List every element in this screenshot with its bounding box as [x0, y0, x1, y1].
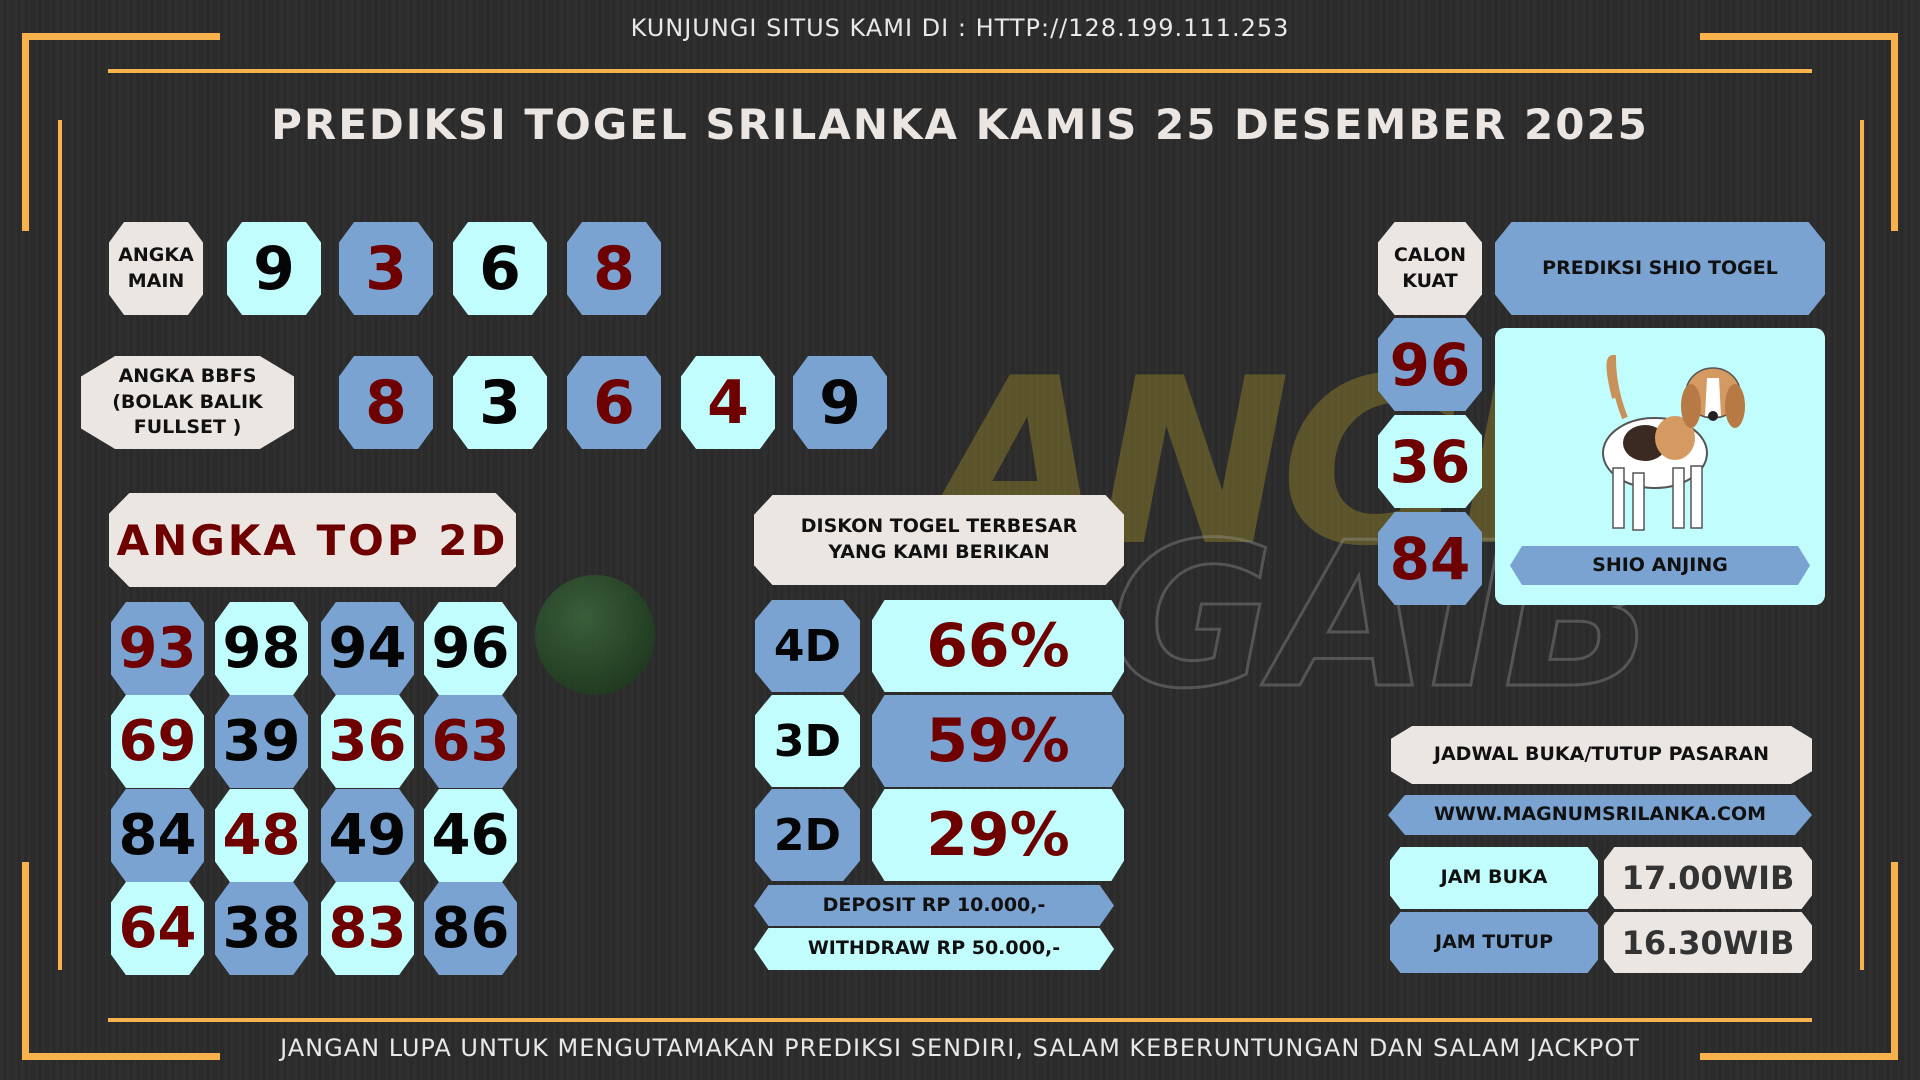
top2d-cell: 98 — [215, 602, 308, 695]
top2d-cell: 48 — [215, 789, 308, 882]
top2d-cell: 38 — [215, 882, 308, 975]
diskon-type-label: 3D — [755, 695, 860, 787]
top2d-cell: 83 — [321, 882, 414, 975]
top2d-cell: 64 — [111, 882, 204, 975]
calon-kuat-number: 96 — [1378, 318, 1482, 411]
market-site-link[interactable]: WWW.MAGNUMSRILANKA.COM — [1388, 795, 1812, 835]
top2d-cell: 39 — [215, 695, 308, 788]
angka-main-label: ANGKA MAIN — [109, 222, 203, 315]
jam-buka-label: JAM BUKA — [1390, 847, 1598, 909]
top2d-cell: 36 — [321, 695, 414, 788]
diskon-title: DISKON TOGEL TERBESAR YANG KAMI BERIKAN — [754, 495, 1124, 585]
angka-main-digit: 6 — [453, 222, 547, 315]
top2d-cell: 93 — [111, 602, 204, 695]
billiard-ball-decoration — [535, 575, 655, 695]
dog-illustration — [1602, 354, 1745, 531]
top2d-cell: 46 — [424, 789, 517, 882]
angka-main-digit: 8 — [567, 222, 661, 315]
top2d-cell: 96 — [424, 602, 517, 695]
top2d-cell: 63 — [424, 695, 517, 788]
diskon-value: 59% — [872, 695, 1124, 787]
angka-main-digit: 9 — [227, 222, 321, 315]
top2d-cell: 94 — [321, 602, 414, 695]
jam-buka-value: 17.00WIB — [1604, 847, 1812, 909]
footer-text: JANGAN LUPA UNTUK MENGUTAMAKAN PREDIKSI … — [280, 1034, 1640, 1062]
angka-main-digit: 3 — [339, 222, 433, 315]
top2d-cell: 84 — [111, 789, 204, 882]
top2d-title: ANGKA TOP 2D — [109, 493, 516, 587]
shio-name: SHIO ANJING — [1510, 546, 1810, 585]
bbfs-digit: 9 — [793, 356, 887, 449]
jam-tutup-label: JAM TUTUP — [1390, 912, 1598, 973]
bbfs-digit: 3 — [453, 356, 547, 449]
top2d-cell: 69 — [111, 695, 204, 788]
page-title: PREDIKSI TOGEL SRILANKA KAMIS 25 DESEMBE… — [271, 100, 1649, 149]
top2d-cell: 86 — [424, 882, 517, 975]
diskon-value: 29% — [872, 789, 1124, 881]
top2d-cell: 49 — [321, 789, 414, 882]
calon-kuat-label: CALON KUAT — [1378, 222, 1482, 315]
withdraw-info: WITHDRAW RP 50.000,- — [754, 928, 1114, 970]
bbfs-label: ANGKA BBFS (BOLAK BALIK FULLSET ) — [81, 356, 294, 449]
bbfs-digit: 4 — [681, 356, 775, 449]
shio-title: PREDIKSI SHIO TOGEL — [1495, 222, 1825, 315]
jam-tutup-value: 16.30WIB — [1604, 912, 1812, 973]
shio-panel: SHIO ANJING — [1495, 328, 1825, 605]
diskon-value: 66% — [872, 600, 1124, 692]
bbfs-digit: 6 — [567, 356, 661, 449]
deposit-info: DEPOSIT RP 10.000,- — [754, 885, 1114, 926]
calon-kuat-number: 36 — [1378, 415, 1482, 508]
visit-site-text: KUNJUNGI SITUS KAMI DI : HTTP://128.199.… — [630, 14, 1290, 42]
diskon-type-label: 4D — [755, 600, 860, 692]
bbfs-digit: 8 — [339, 356, 433, 449]
calon-kuat-number: 84 — [1378, 512, 1482, 605]
jadwal-title: JADWAL BUKA/TUTUP PASARAN — [1391, 726, 1812, 784]
diskon-type-label: 2D — [755, 789, 860, 881]
